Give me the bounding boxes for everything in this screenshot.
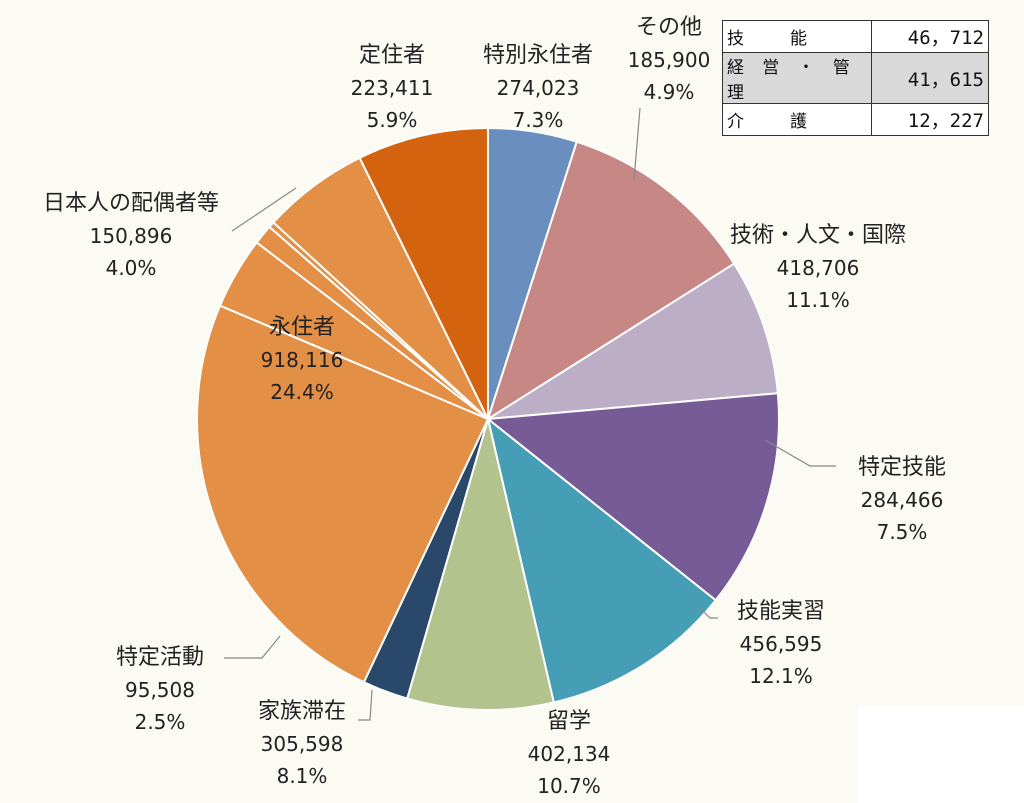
inset-label: 技 能 — [722, 20, 872, 53]
label-value: 418,706 — [776, 256, 860, 280]
label-name: その他 — [635, 15, 702, 40]
label-value: 305,598 — [260, 732, 344, 756]
pie-slice — [486, 140, 736, 422]
label-percent: 2.5% — [134, 710, 186, 734]
label-value: 918,116 — [260, 348, 344, 372]
inset-value: 41，615 — [871, 52, 989, 104]
label-tokutei-gino: 特定技能 284,466 7.5% — [840, 452, 964, 548]
label-eijusha: 永住者 918,116 24.4% — [246, 312, 358, 408]
blank-corner-box — [858, 706, 1024, 803]
label-value: 185,900 — [627, 48, 711, 72]
leader-line — [224, 635, 281, 659]
label-name: 特別永住者 — [482, 43, 593, 68]
label-ryugaku: 留学 402,134 10.7% — [514, 706, 624, 802]
label-value: 150,896 — [89, 224, 173, 248]
label-percent: 24.4% — [270, 380, 334, 404]
inset-row: 経 営 ・ 管 理 41，615 — [722, 52, 989, 104]
label-value: 274,023 — [496, 76, 580, 100]
leader-line — [764, 439, 836, 467]
pie-slice — [487, 262, 779, 420]
inset-label: 経 営 ・ 管 理 — [722, 52, 872, 104]
label-name: 定住者 — [358, 43, 425, 68]
inset-label: 介 護 — [722, 103, 872, 136]
label-percent: 7.3% — [512, 108, 564, 132]
inset-table: 技 能 46，712 経 営 ・ 管 理 41，615 介 護 12，227 — [722, 20, 989, 136]
label-percent: 5.9% — [366, 108, 418, 132]
label-value: 284,466 — [860, 488, 944, 512]
label-tokubetsu-eijusha: 特別永住者 274,023 7.3% — [466, 40, 610, 136]
inset-value: 46，712 — [871, 20, 989, 53]
label-gino-jisshu: 技能実習 456,595 12.1% — [722, 596, 840, 692]
pie-slice — [405, 415, 555, 712]
label-percent: 10.7% — [537, 774, 601, 798]
label-value: 402,134 — [527, 742, 611, 766]
pie-slice — [196, 304, 490, 684]
label-percent: 11.1% — [786, 288, 850, 312]
label-percent: 4.0% — [105, 256, 157, 280]
label-tokutei-katsudo: 特定活動 95,508 2.5% — [100, 642, 220, 738]
label-value: 95,508 — [125, 678, 195, 702]
leader-line — [633, 107, 641, 181]
label-name: 家族滞在 — [257, 699, 346, 724]
pie-slice — [485, 392, 780, 602]
label-percent: 8.1% — [276, 764, 328, 788]
label-percent: 7.5% — [876, 520, 928, 544]
pie-slice — [358, 126, 489, 420]
label-sonota: その他 185,900 4.9% — [621, 12, 717, 108]
leader-line — [231, 187, 297, 232]
inset-row: 介 護 12，227 — [722, 103, 989, 136]
leader-line — [699, 607, 718, 619]
pie-slice — [486, 416, 718, 704]
label-name: 日本人の配偶者等 — [42, 191, 219, 216]
label-percent: 12.1% — [749, 664, 813, 688]
label-name: 特定活動 — [115, 645, 204, 670]
label-value: 223,411 — [350, 76, 434, 100]
label-percent: 4.9% — [643, 80, 695, 104]
label-kazoku-taizai: 家族滞在 305,598 8.1% — [244, 696, 360, 792]
label-name: 留学 — [546, 709, 591, 734]
label-name: 永住者 — [268, 315, 335, 340]
leader-line — [358, 689, 373, 721]
inset-value: 12，227 — [871, 103, 989, 136]
label-name: 技術・人文・国際 — [729, 223, 906, 248]
label-teijusha: 定住者 223,411 5.9% — [340, 40, 444, 136]
label-gijutsu: 技術・人文・国際 418,706 11.1% — [718, 220, 918, 316]
inset-row: 技 能 46，712 — [722, 20, 989, 53]
label-value: 456,595 — [739, 632, 823, 656]
label-haigusha: 日本人の配偶者等 150,896 4.0% — [20, 188, 242, 284]
label-name: 技能実習 — [736, 599, 825, 624]
label-name: 特定技能 — [857, 455, 946, 480]
